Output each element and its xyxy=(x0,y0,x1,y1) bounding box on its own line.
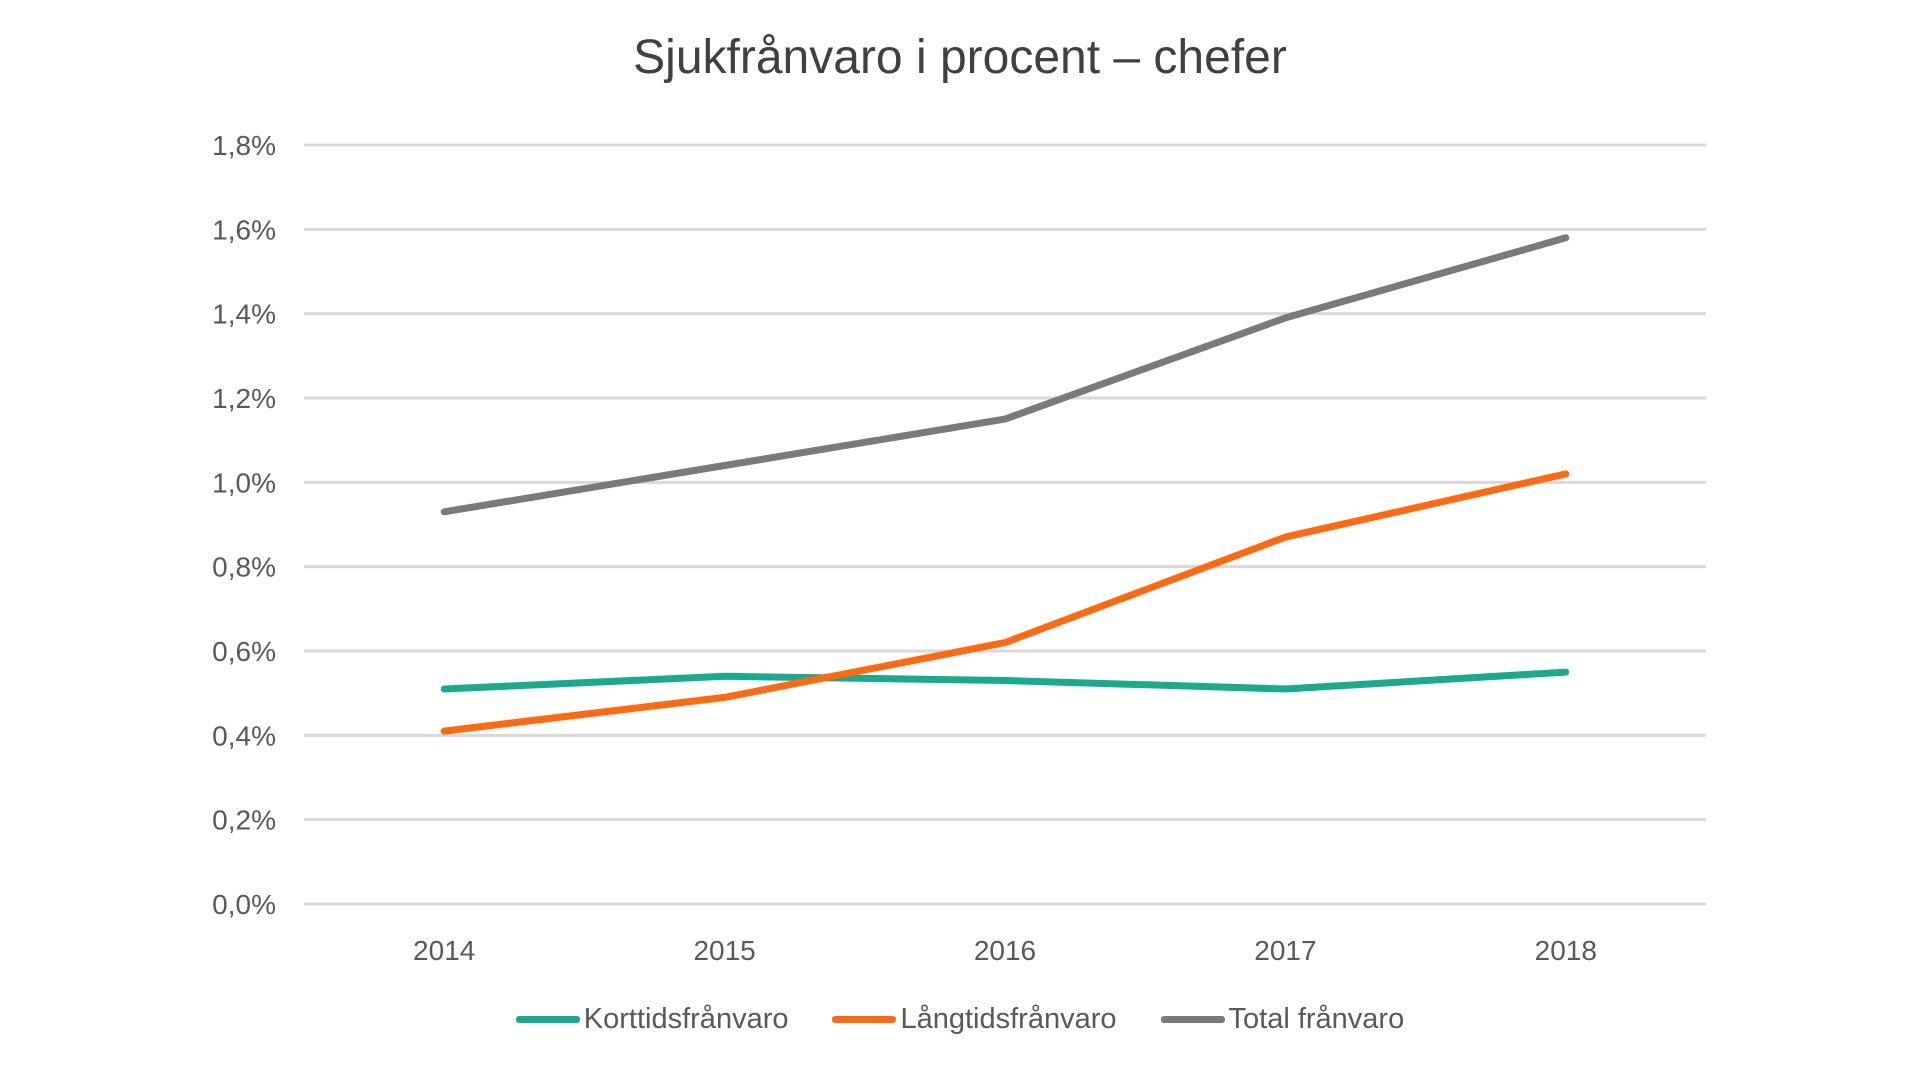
legend-label-langtid: Långtidsfrånvaro xyxy=(900,1003,1117,1035)
y-tick-label: 0,0% xyxy=(212,889,276,920)
y-tick-label: 1,8% xyxy=(212,130,276,161)
legend-swatch-langtid xyxy=(832,1016,897,1023)
y-tick-label: 1,2% xyxy=(212,383,276,414)
series-line-2 xyxy=(440,470,1570,735)
y-tick-label: 0,8% xyxy=(212,552,276,583)
x-axis-ticks: 2014 2015 2016 2017 2018 xyxy=(413,935,1597,966)
x-tick-label: 2014 xyxy=(413,935,475,966)
y-tick-label: 0,2% xyxy=(212,805,276,836)
chart-title: Sjukfrånvaro i procent – chefer xyxy=(633,31,1287,84)
y-tick-label: 1,4% xyxy=(212,299,276,330)
y-tick-label: 1,0% xyxy=(212,467,276,498)
x-tick-label: 2017 xyxy=(1254,935,1316,966)
legend-swatch-korttid xyxy=(515,1016,580,1023)
series-line-1 xyxy=(440,668,1570,693)
x-tick-label: 2015 xyxy=(693,935,755,966)
legend-label-korttid: Korttidsfrånvaro xyxy=(583,1003,789,1035)
legend-item-langtid[interactable]: Långtidsfrånvaro xyxy=(832,1003,1117,1036)
legend-item-korttid[interactable]: Korttidsfrånvaro xyxy=(515,1003,789,1036)
gridlines xyxy=(304,143,1706,906)
series-line-3 xyxy=(440,234,1570,516)
legend-item-total[interactable]: Total frånvaro xyxy=(1160,1003,1405,1036)
y-tick-label: 0,6% xyxy=(212,636,276,667)
legend-label-total: Total frånvaro xyxy=(1228,1003,1405,1035)
legend: Korttidsfrånvaro Långtidsfrånvaro Total … xyxy=(0,1003,1920,1036)
legend-swatch-total xyxy=(1160,1016,1225,1023)
y-tick-label: 1,6% xyxy=(212,214,276,245)
x-tick-label: 2016 xyxy=(974,935,1036,966)
series-lines xyxy=(440,234,1570,735)
y-axis-ticks: 0,0% 0,2% 0,4% 0,6% 0,8% 1,0% 1,2% 1,4% 1,6% 1,8% xyxy=(212,130,276,920)
y-tick-label: 0,4% xyxy=(212,720,276,751)
x-tick-label: 2018 xyxy=(1535,935,1597,966)
